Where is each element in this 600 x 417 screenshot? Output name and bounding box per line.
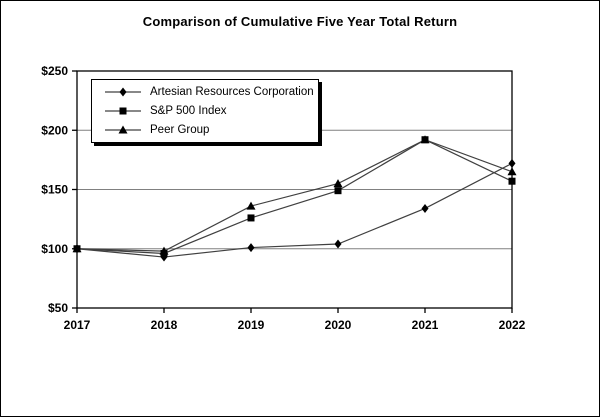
chart-title: Comparison of Cumulative Five Year Total…: [142, 14, 458, 29]
diamond-line-icon: [105, 86, 141, 98]
y-tick-label: $250: [41, 64, 68, 78]
y-tick-label: $100: [41, 242, 68, 256]
series-line-1: [76, 139, 513, 255]
x-tick-label: 2021: [412, 318, 439, 332]
x-tick-label: 2017: [64, 318, 91, 332]
legend-item-peer-group: Peer Group: [105, 120, 314, 139]
legend-label: S&P 500 Index: [150, 105, 227, 117]
square-line-icon: [105, 105, 141, 117]
x-tick-label: 2018: [151, 318, 178, 332]
legend-label: Artesian Resources Corporation: [150, 86, 314, 99]
legend: Artesian Resources Corporation S&P 500 I…: [91, 79, 319, 143]
legend-item-sp500: S&P 500 Index: [105, 102, 314, 121]
y-tick-label: $50: [48, 301, 68, 315]
series-line-2: [76, 139, 513, 252]
legend-item-artesian: Artesian Resources Corporation: [105, 83, 314, 102]
x-tick-label: 2019: [238, 318, 265, 332]
legend-label: Peer Group: [150, 123, 210, 136]
x-tick-label: 2022: [499, 318, 526, 332]
series-line-0: [76, 162, 513, 258]
series-markers-1: [73, 136, 516, 257]
y-tick-label: $200: [41, 123, 68, 137]
triangle-line-icon: [105, 124, 141, 136]
x-tick-label: 2020: [325, 318, 352, 332]
y-tick-label: $150: [41, 183, 68, 197]
